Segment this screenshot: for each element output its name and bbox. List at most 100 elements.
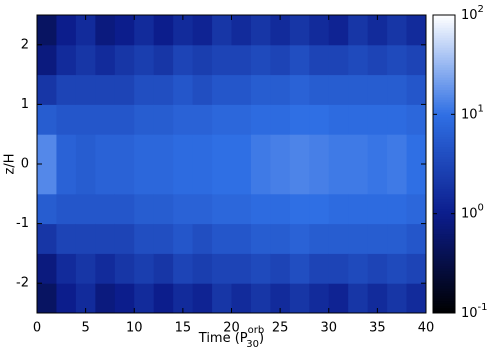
heatmap-cell [270, 74, 291, 105]
colorbar-segment [433, 22, 455, 26]
colorbar-tick-label: 10-1 [461, 302, 488, 321]
colorbar-segment [433, 201, 455, 205]
heatmap-cell [289, 15, 310, 46]
colorbar-tick-base: 10 [461, 206, 478, 221]
colorbar-segment [433, 203, 455, 207]
heatmap-cell [328, 253, 349, 284]
colorbar-segment [433, 54, 455, 58]
heatmap-cell [289, 74, 310, 105]
colorbar-segment [433, 233, 455, 237]
colorbar-segment [433, 52, 455, 56]
colorbar-tick-exponent: 1 [478, 103, 484, 114]
colorbar-segment [433, 250, 455, 254]
colorbar-segment [433, 15, 455, 18]
heatmap-cell [231, 283, 252, 314]
heatmap-cell [231, 15, 252, 46]
heatmap-cell [173, 134, 194, 165]
heatmap-cell [75, 193, 96, 225]
colorbar-segment [433, 198, 455, 202]
heatmap-cell [231, 253, 252, 284]
heatmap-cell [95, 44, 116, 76]
heatmap-cell [387, 134, 408, 165]
colorbar-segment [433, 82, 455, 86]
heatmap-cell [134, 283, 155, 314]
heatmap-cell [367, 283, 388, 314]
heatmap-cell [75, 44, 96, 76]
colorbar-segment [433, 104, 455, 108]
colorbar-segment [433, 240, 455, 244]
heatmap-cell [75, 15, 96, 46]
heatmap-cell [173, 104, 194, 135]
colorbar-segment [433, 129, 455, 133]
heatmap-cell [153, 134, 174, 165]
heatmap-cell [114, 74, 135, 105]
heatmap-cell [37, 223, 57, 254]
colorbar-segment [433, 156, 455, 160]
colorbar-segment [433, 124, 455, 128]
heatmap-cell [95, 104, 116, 135]
heatmap-cell [348, 44, 369, 76]
colorbar-segment [433, 161, 455, 165]
colorbar-segment [433, 27, 455, 31]
colorbar-segment [433, 211, 455, 215]
x-axis-label-end: ) [259, 331, 264, 346]
heatmap-cell [348, 104, 369, 135]
heatmap-cell [250, 74, 271, 105]
heatmap-cell [289, 223, 310, 254]
heatmap-cell [114, 134, 135, 165]
colorbar-segment [433, 268, 455, 272]
heatmap-cell [114, 253, 135, 284]
heatmap-cell [309, 15, 330, 46]
heatmap-cell [348, 164, 369, 195]
colorbar-segment [433, 300, 455, 304]
heatmap-cell [56, 104, 77, 135]
colorbar-segment [433, 121, 455, 125]
colorbar-segment [433, 164, 455, 167]
heatmap-cell [289, 164, 310, 195]
heatmap-cell [173, 74, 194, 105]
heatmap-cell [37, 74, 57, 105]
heatmap-cell [212, 15, 232, 46]
heatmap-cell [192, 164, 213, 195]
colorbar-segment [433, 181, 455, 185]
y-tick-label: 0 [21, 157, 29, 172]
heatmap-cell [212, 164, 232, 195]
colorbar-segment [433, 72, 455, 76]
colorbar-segment [433, 57, 455, 61]
heatmap-cell [309, 74, 330, 105]
heatmap-cell [328, 104, 349, 135]
heatmap-cell [56, 223, 77, 254]
heatmap-cell [270, 223, 291, 254]
heatmap-cell [37, 15, 57, 46]
colorbar-tick-exponent: 2 [478, 4, 484, 15]
colorbar-segment [433, 196, 455, 200]
heatmap-cell [114, 15, 135, 46]
colorbar-segment [433, 19, 455, 23]
heatmap-cell [95, 223, 116, 254]
heatmap-cell [56, 253, 77, 284]
colorbar-segment [433, 186, 455, 190]
heatmap-cell [387, 104, 408, 135]
heatmap-cell [153, 74, 174, 105]
heatmap-cell [250, 104, 271, 135]
colorbar-segment [433, 275, 455, 279]
heatmap-cell [270, 253, 291, 284]
heatmap-cell [153, 104, 174, 135]
colorbar-segment [433, 119, 455, 123]
colorbar-segment [433, 223, 455, 227]
colorbar-segment [433, 91, 455, 95]
colorbar-frame [432, 14, 456, 314]
colorbar-segment [433, 49, 455, 53]
heatmap-cell [348, 134, 369, 165]
heatmap-cell [367, 223, 388, 254]
heatmap-cell [134, 134, 155, 165]
colorbar-segment [433, 59, 455, 63]
colorbar-segment [433, 191, 455, 195]
colorbar-segment [433, 94, 455, 98]
heatmap-cell [134, 193, 155, 225]
colorbar-segment [433, 193, 455, 197]
x-tick-label: 40 [418, 321, 435, 336]
colorbar-segment [433, 213, 455, 217]
heatmap-cell [348, 193, 369, 225]
